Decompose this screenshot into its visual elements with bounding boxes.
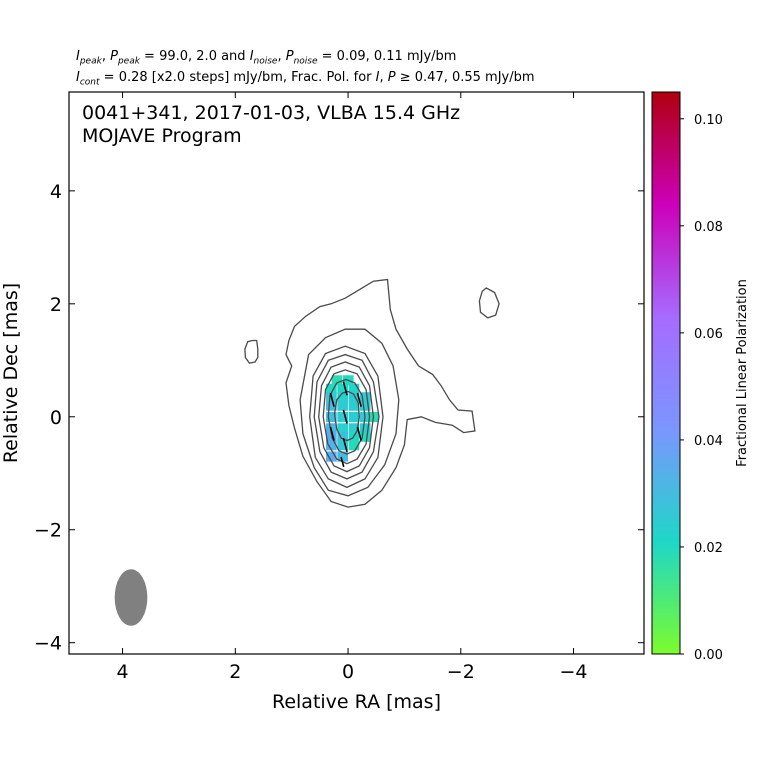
evpa-tick	[340, 456, 345, 468]
polarization-pixel	[337, 451, 348, 462]
polarization-pixel	[337, 383, 348, 394]
polarization-pixel	[326, 400, 337, 411]
polarization-pixel	[337, 431, 348, 442]
colorbar-tick-label: 0.02	[694, 541, 723, 556]
plot-title-line-1: 0041+341, 2017-01-03, VLBA 15.4 GHz	[82, 102, 460, 124]
polarization-pixel	[348, 423, 360, 434]
intensity-contour	[318, 361, 375, 473]
y-tick-label: 0	[50, 407, 62, 429]
intensity-contour	[309, 345, 384, 489]
polarization-pixel	[337, 440, 348, 451]
polarization-pixel	[359, 392, 371, 403]
polarization-pixel	[348, 392, 360, 403]
x-axis-label: Relative RA [mas]	[272, 691, 441, 713]
plot-content	[114, 278, 500, 626]
plot-header-line-1: Ipeak, Ppeak = 99.0, 2.0 and Inoise, Pno…	[76, 49, 457, 67]
polarization-pixel	[337, 400, 348, 411]
polarization-pixel	[359, 423, 371, 434]
polarization-pixel	[359, 431, 371, 442]
colorbar-tick-label: 0.06	[694, 327, 723, 342]
colorbar-tick-label: 0.00	[694, 648, 723, 663]
intensity-contour	[333, 390, 360, 442]
polarization-pixel	[348, 383, 360, 394]
evpa-tick	[356, 426, 362, 441]
y-tick-label: 2	[50, 294, 62, 316]
intensity-contour	[327, 378, 366, 455]
x-tick-label: 4	[117, 661, 129, 683]
intensity-contour	[244, 339, 259, 364]
polarization-pixel	[348, 440, 360, 451]
intensity-contour	[299, 328, 400, 497]
polarization-pixel	[337, 423, 348, 434]
y-tick-label: 4	[50, 181, 62, 203]
colorbar-tick-label: 0.10	[694, 113, 723, 128]
intensity-contour	[313, 353, 380, 480]
polarization-pixel	[326, 383, 337, 394]
polarization-pixel	[348, 400, 360, 411]
polarization-pixel	[326, 440, 337, 451]
polarization-pixel	[331, 375, 343, 386]
x-tick-label: 2	[229, 661, 241, 683]
x-tick-label: −2	[447, 661, 475, 683]
y-tick-label: −2	[34, 520, 62, 542]
beam-ellipse	[114, 569, 148, 626]
evpa-tick	[342, 437, 348, 453]
colorbar-tick-label: 0.04	[694, 434, 723, 449]
evpa-tick	[356, 392, 362, 407]
colorbar-tick-label: 0.08	[694, 220, 723, 235]
intensity-contour	[285, 278, 476, 508]
polarization-pixel	[359, 400, 371, 411]
evpa-tick	[342, 381, 348, 396]
polarization-pixel	[326, 411, 337, 423]
colorbar-label: Fractional Linear Polarization	[735, 279, 750, 467]
y-axis-label: Relative Dec [mas]	[0, 283, 22, 463]
evpa-tick	[329, 392, 335, 407]
plot-header-line-2: Icont = 0.28 [x2.0 steps] mJy/bm, Frac. …	[76, 70, 535, 88]
polarization-pixel	[326, 451, 337, 462]
polarization-pixel	[337, 411, 348, 423]
y-tick-label: −4	[34, 633, 62, 655]
intensity-contour	[478, 287, 500, 319]
evpa-tick	[342, 409, 348, 424]
polarization-pixel	[348, 411, 360, 423]
evpa-tick	[329, 426, 335, 441]
plot-title-line-2: MOJAVE Program	[82, 125, 242, 147]
x-tick-label: −4	[560, 661, 588, 683]
polarization-pixel	[337, 392, 348, 403]
intensity-contour	[322, 369, 371, 465]
x-tick-label: 0	[342, 661, 354, 683]
colorbar	[651, 91, 681, 655]
plot-frame	[68, 91, 645, 655]
